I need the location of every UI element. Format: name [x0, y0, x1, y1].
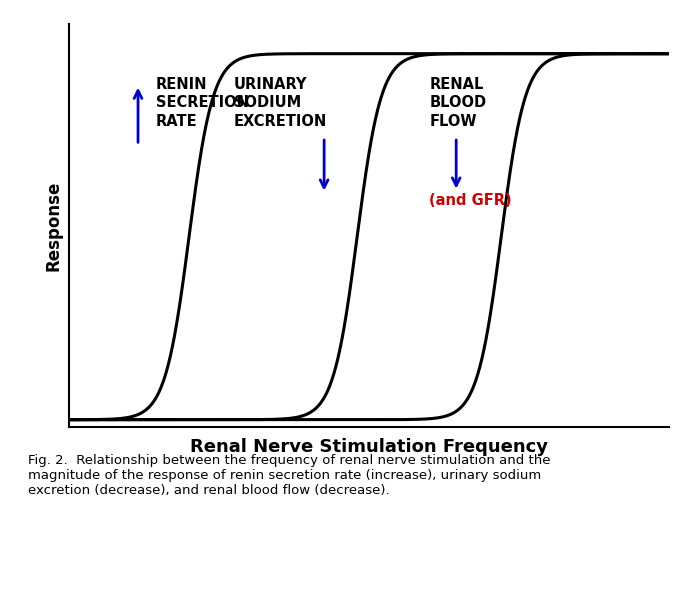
Text: RENAL
BLOOD
FLOW: RENAL BLOOD FLOW: [429, 77, 486, 129]
Text: RENIN
SECRETION
RATE: RENIN SECRETION RATE: [156, 77, 249, 129]
Text: Fig. 2.  Relationship between the frequency of renal nerve stimulation and the
m: Fig. 2. Relationship between the frequen…: [28, 454, 550, 497]
Y-axis label: Response: Response: [44, 181, 62, 271]
Text: (and GFR): (and GFR): [429, 193, 512, 209]
Text: URINARY
SODIUM
EXCRETION: URINARY SODIUM EXCRETION: [234, 77, 327, 129]
X-axis label: Renal Nerve Stimulation Frequency: Renal Nerve Stimulation Frequency: [190, 438, 548, 456]
